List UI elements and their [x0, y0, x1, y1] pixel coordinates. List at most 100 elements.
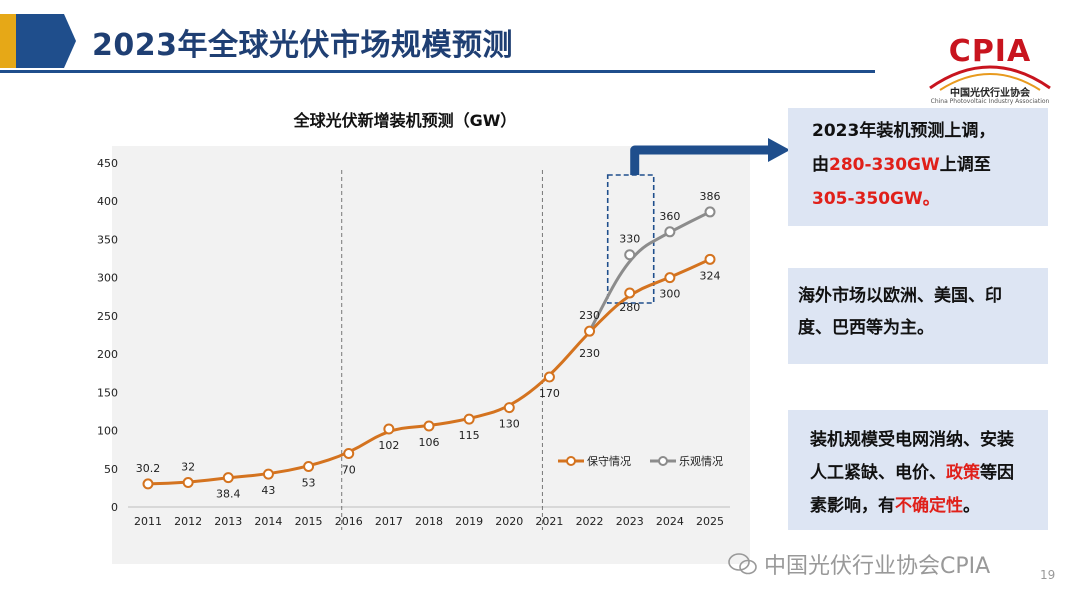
x-tick-label: 2018: [415, 515, 443, 528]
conservative-data-label: 43: [261, 484, 275, 497]
logo-sunburst-icon: [929, 65, 1051, 91]
callout-arrow-head: [768, 138, 790, 162]
x-tick-label: 2014: [254, 515, 282, 528]
highlight-box: [606, 174, 655, 304]
note2-line1: 海外市场以欧洲、美国、印: [798, 286, 1002, 306]
conservative-point: [704, 253, 716, 265]
y-tick-label: 250: [97, 310, 118, 323]
conservative-point: [423, 420, 435, 432]
x-tick-label: 2023: [616, 515, 644, 528]
conservative-data-label: 106: [419, 436, 440, 449]
x-tick-label: 2025: [696, 515, 724, 528]
y-tick-label: 150: [97, 386, 118, 399]
conservative-point: [624, 287, 636, 299]
title-divider: [0, 70, 875, 73]
title-accent-bar: [0, 14, 16, 68]
legend-optimistic-marker: [658, 456, 668, 466]
legend-optimistic-label: 乐观情况: [679, 455, 723, 468]
conservative-data-label: 32: [181, 461, 195, 474]
conservative-point: [463, 413, 475, 425]
y-tick-label: 100: [97, 425, 118, 438]
optimistic-data-label: 386: [700, 190, 721, 203]
x-tick-label: 2013: [214, 515, 242, 528]
x-tick-label: 2020: [495, 515, 523, 528]
y-tick-label: 350: [97, 233, 118, 246]
note3-line2: 人工紧缺、电价、政策等因: [810, 457, 1048, 490]
conservative-data-label: 170: [539, 387, 560, 400]
optimistic-point: [664, 226, 676, 238]
note-uncertainty-factors: 装机规模受电网消纳、安装 人工紧缺、电价、政策等因 素影响，有不确定性。: [788, 410, 1048, 530]
y-tick-label: 400: [97, 195, 118, 208]
note1-new-range: 305-350GW。: [812, 189, 940, 209]
conservative-point: [222, 472, 234, 484]
optimistic-point: [704, 206, 716, 218]
chart-title: 全球光伏新增装机预测（GW）: [293, 111, 517, 130]
conservative-point: [303, 460, 315, 472]
conservative-data-label: 102: [378, 439, 399, 452]
conservative-point: [383, 423, 395, 435]
conservative-point: [262, 468, 274, 480]
note3-line3-pre: 素影响，有: [810, 496, 895, 516]
conservative-point: [503, 402, 515, 414]
conservative-point: [543, 371, 555, 383]
conservative-data-label: 230: [579, 347, 600, 360]
chart-area: [112, 146, 750, 564]
legend-conservative-marker: [566, 456, 576, 466]
note3-line3-post: 。: [963, 496, 980, 516]
conservative-data-label: 300: [659, 288, 680, 301]
x-tick-label: 2017: [375, 515, 403, 528]
logo-en-name: China Photovoltaic Industry Association: [930, 98, 1050, 105]
logo-cn-name: 中国光伏行业协会: [950, 88, 1030, 99]
conservative-data-label: 280: [619, 301, 640, 314]
callout-arrow-line: [630, 145, 770, 175]
optimistic-data-label: 230: [579, 309, 600, 322]
watermark-text: 中国光伏行业协会CPIA: [764, 554, 991, 579]
note-forecast-adjustment: 2023年装机预测上调， 由280-330GW上调至 305-350GW。: [788, 108, 1048, 226]
logo-text: CPIA: [948, 34, 1032, 69]
x-tick-label: 2019: [455, 515, 483, 528]
optimistic-data-label: 330: [619, 233, 640, 246]
conservative-data-label: 70: [342, 463, 356, 476]
note1-old-range: 280-330GW: [829, 155, 940, 175]
series-line-optimistic: [588, 210, 711, 332]
note3-line2-post: 等因: [980, 463, 1014, 483]
conservative-point: [664, 272, 676, 284]
conservative-data-label: 53: [302, 476, 316, 489]
note3-line2-pre: 人工紧缺、电价、: [810, 463, 946, 483]
page-number: 19: [1040, 568, 1056, 582]
note1-line1: 2023年装机预测上调，: [812, 121, 996, 141]
note2-line2: 度、巴西等为主。: [798, 318, 934, 338]
note3-uncertainty: 不确定性: [895, 496, 963, 516]
conservative-data-label: 30.2: [136, 462, 161, 475]
x-tick-label: 2012: [174, 515, 202, 528]
y-tick-label: 450: [97, 157, 118, 170]
x-tick-label: 2016: [335, 515, 363, 528]
note1-line2-post: 上调至: [939, 155, 991, 175]
note3-line3: 素影响，有不确定性。: [810, 490, 1048, 523]
page-title: 2023年全球光伏市场规模预测: [92, 28, 513, 63]
x-tick-label: 2022: [576, 515, 604, 528]
title-arrow-shape: [16, 14, 76, 68]
optimistic-point: [624, 249, 636, 261]
x-tick-label: 2021: [535, 515, 563, 528]
note-overseas-markets: 海外市场以欧洲、美国、印 度、巴西等为主。: [788, 268, 1048, 364]
y-tick-label: 0: [111, 501, 118, 514]
note3-policy: 政策: [946, 463, 980, 483]
note1-line2-pre: 由: [812, 155, 829, 175]
legend-conservative-label: 保守情况: [587, 454, 631, 468]
note1-line2: 由280-330GW上调至: [812, 148, 1048, 182]
y-tick-label: 200: [97, 348, 118, 361]
cpia-logo: CPIA 中国光伏行业协会 China Photovoltaic Industr…: [920, 28, 1060, 108]
wechat-icon: [728, 553, 757, 575]
x-tick-label: 2011: [134, 515, 162, 528]
conservative-point: [343, 447, 355, 459]
conservative-data-label: 324: [700, 269, 721, 282]
conservative-data-label: 115: [459, 429, 480, 442]
conservative-data-label: 130: [499, 418, 520, 431]
conservative-point: [182, 477, 194, 489]
conservative-point: [142, 478, 154, 490]
conservative-data-label: 38.4: [216, 488, 241, 501]
conservative-point: [584, 325, 596, 337]
y-tick-label: 300: [97, 272, 118, 285]
